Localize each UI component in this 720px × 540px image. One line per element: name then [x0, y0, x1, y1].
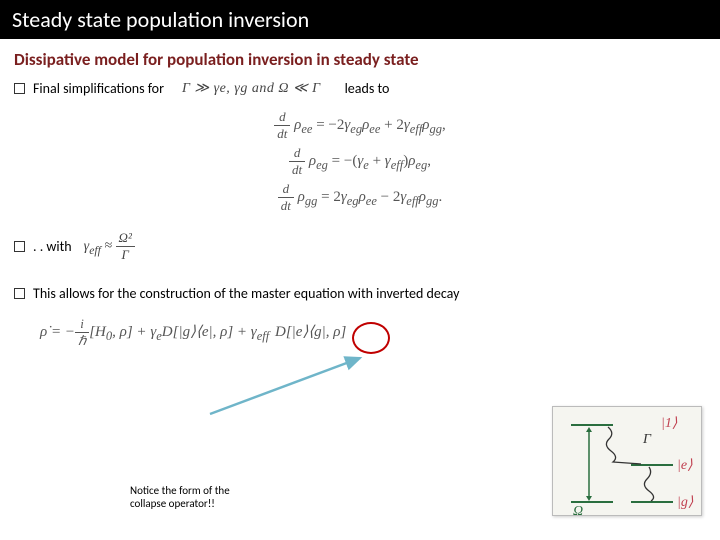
bullet-3-text: This allows for the construction of the … — [33, 285, 459, 302]
eq-2: ddt ρeg = −(γe + γeff)ρeg, — [0, 145, 720, 178]
checkbox-icon — [14, 83, 25, 94]
arrow-annotation — [200, 352, 380, 422]
bullet-1-condition: Γ ≫ γe, γg and Ω ≪ Γ — [182, 80, 321, 97]
bullet-1-suffix: leads to — [345, 80, 390, 97]
svg-text:|e⟩: |e⟩ — [677, 458, 693, 473]
bullet-2: . . with γeff ≈ Ω²Γ — [0, 228, 720, 265]
bullet-3: This allows for the construction of the … — [0, 283, 720, 304]
master-equation: ρ̇ = −iℏ[H0, ρ] + γeD[|g⟩⟨e|, ρ] + γeff … — [40, 316, 720, 349]
energy-level-diagram: |1⟩ |e⟩ |g⟩ Γ Ω — [552, 406, 702, 516]
svg-text:Ω: Ω — [573, 504, 583, 517]
eq-1: ddt ρee = −2γegρee + 2γeffρgg, — [0, 109, 720, 142]
svg-text:|1⟩: |1⟩ — [661, 416, 678, 431]
checkbox-icon — [14, 288, 25, 299]
equation-block: ddt ρee = −2γegρee + 2γeffρgg, ddt ρeg =… — [0, 109, 720, 214]
svg-text:Γ: Γ — [642, 432, 652, 447]
slide-subtitle: Dissipative model for population inversi… — [0, 39, 720, 78]
master-eq-lhs: ρ̇ = −iℏ[H0, ρ] + γeD[|g⟩⟨e|, ρ] + γeff — [40, 324, 273, 340]
slide-title: Steady state population inversion — [0, 0, 720, 39]
bullet-2-eq: γeff ≈ Ω²Γ — [84, 230, 135, 263]
red-circle-annotation — [352, 322, 390, 354]
master-eq-circled-term: D[|e⟩⟨g|, ρ] — [273, 324, 352, 340]
notice-text: Notice the form of the collapse operator… — [130, 484, 260, 510]
diagram-svg: |1⟩ |e⟩ |g⟩ Γ Ω — [553, 407, 703, 517]
checkbox-icon — [14, 241, 25, 252]
eq-3: ddt ρgg = 2γegρee − 2γeffρgg. — [0, 181, 720, 214]
svg-text:|g⟩: |g⟩ — [677, 495, 694, 510]
bullet-1-prefix: Final simplifications for — [33, 80, 164, 97]
bullet-1: Final simplifications for Γ ≫ γe, γg and… — [0, 78, 720, 99]
bullet-2-prefix: . . with — [33, 238, 72, 255]
